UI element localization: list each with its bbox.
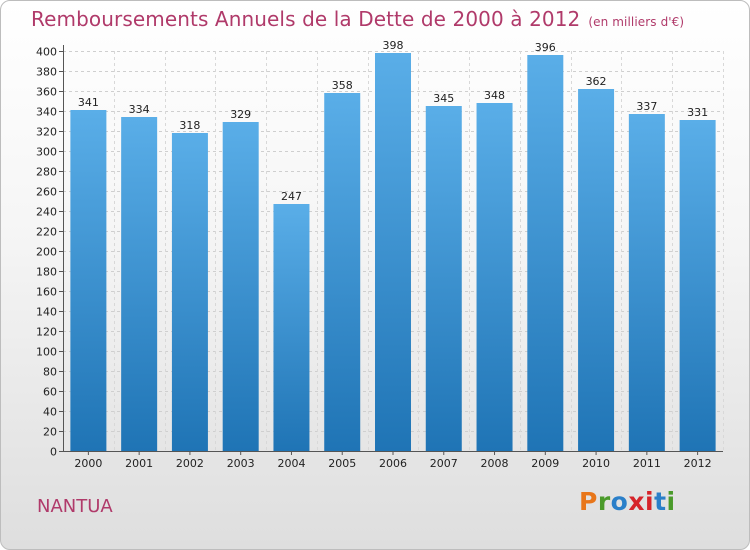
x-tick-label: 2003	[227, 457, 255, 470]
value-label: 345	[433, 92, 454, 105]
x-tick-label: 2002	[176, 457, 204, 470]
y-tick-label: 0	[50, 446, 57, 459]
title-text: Remboursements Annuels de la Dette de 20…	[31, 7, 581, 31]
value-label: 398	[383, 39, 404, 52]
y-tick-label: 140	[36, 306, 57, 319]
y-tick-label: 400	[36, 46, 57, 59]
y-tick-label: 60	[43, 386, 57, 399]
logo-letter: r	[597, 487, 611, 516]
y-tick-label: 180	[36, 266, 57, 279]
bar	[628, 114, 665, 451]
title-unit: (en milliers d'€)	[588, 15, 685, 29]
bar	[222, 122, 259, 451]
bar	[324, 93, 361, 451]
x-tick-label: 2011	[633, 457, 661, 470]
y-tick-label: 120	[36, 326, 57, 339]
bar	[375, 53, 411, 451]
x-tick-label: 2007	[430, 457, 458, 470]
bar	[578, 89, 615, 451]
x-tick-label: 2004	[277, 457, 305, 470]
y-tick-label: 40	[43, 406, 57, 419]
y-tick-label: 340	[36, 106, 57, 119]
logo-letter: x	[628, 487, 645, 516]
x-tick-label: 2012	[684, 457, 712, 470]
bar	[425, 106, 462, 451]
y-tick-label: 200	[36, 246, 57, 259]
axes: 0 20 40 60 80 100 120 140 160 180 200 220 240 260 280 3…	[36, 45, 723, 470]
value-label: 318	[179, 119, 200, 132]
y-tick-label: 80	[43, 366, 57, 379]
y-tick-label: 280	[36, 166, 57, 179]
value-label: 337	[636, 100, 657, 113]
logo-letter: i	[666, 487, 676, 516]
value-label: 331	[687, 106, 708, 119]
value-label: 247	[281, 190, 302, 203]
value-label: 396	[535, 41, 556, 54]
place-name: NANTUA	[37, 496, 113, 517]
y-tick-label: 100	[36, 346, 57, 359]
bar	[527, 55, 564, 451]
value-label: 334	[129, 103, 150, 116]
x-tick-label: 2005	[328, 457, 356, 470]
chart-title: Remboursements Annuels de la Dette de 20…	[31, 7, 684, 31]
bar	[273, 204, 310, 451]
value-label: 348	[484, 89, 505, 102]
value-label: 329	[230, 108, 251, 121]
bar	[70, 110, 107, 451]
value-label: 341	[78, 96, 99, 109]
proxiti-logo: Proxiti	[579, 487, 676, 516]
value-label: 362	[586, 75, 607, 88]
x-tick-label: 2000	[74, 457, 102, 470]
x-tick-label: 2008	[481, 457, 509, 470]
y-tick-label: 20	[43, 426, 57, 439]
bar	[171, 133, 208, 451]
y-tick-label: 240	[36, 206, 57, 219]
logo-letter: i	[645, 487, 655, 516]
bar	[679, 120, 716, 451]
y-tick-label: 160	[36, 286, 57, 299]
x-tick-label: 2006	[379, 457, 407, 470]
bars	[70, 53, 716, 451]
logo-letter: P	[579, 487, 598, 516]
labels: 341 334 318 329 247 358 398 345 348 396 362 337 331	[78, 39, 708, 203]
logo-letter: o	[610, 487, 629, 516]
bar	[476, 103, 513, 451]
logo-letter: t	[654, 487, 667, 516]
bar	[121, 117, 158, 451]
y-tick-label: 300	[36, 146, 57, 159]
y-tick-label: 220	[36, 226, 57, 239]
x-tick-label: 2009	[531, 457, 559, 470]
x-tick-label: 2010	[582, 457, 610, 470]
y-tick-label: 320	[36, 126, 57, 139]
y-tick-label: 380	[36, 66, 57, 79]
y-tick-label: 260	[36, 186, 57, 199]
y-tick-label: 360	[36, 86, 57, 99]
value-label: 358	[332, 79, 353, 92]
x-tick-label: 2001	[125, 457, 153, 470]
